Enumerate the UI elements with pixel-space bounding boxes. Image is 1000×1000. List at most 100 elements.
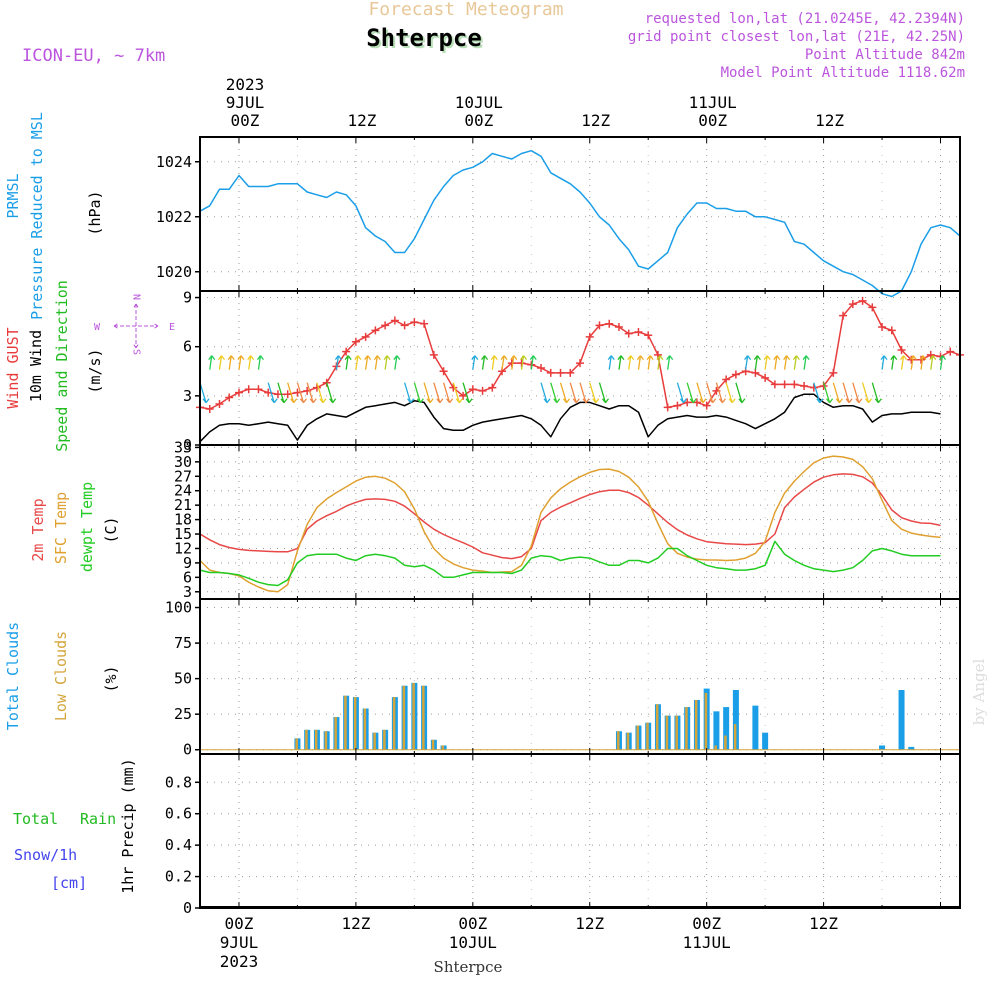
gust-marker [429, 350, 438, 359]
cloud-bar-low [402, 685, 406, 750]
gust-marker [878, 323, 887, 332]
y-tick-label: 75 [174, 634, 192, 652]
bottom-time-label: 11JUL [683, 933, 731, 952]
wind-direction-arrow [529, 355, 537, 370]
gust-marker [439, 367, 448, 376]
y-tick-label: 0.6 [165, 805, 192, 823]
gust-marker [829, 368, 838, 377]
cloud-bar-low [685, 707, 688, 750]
cloud-bar-low [665, 715, 669, 750]
wind-direction-arrow [627, 355, 635, 370]
wind-direction-arrow [792, 355, 800, 370]
top-time-label: 12Z [347, 111, 376, 130]
location-title: Shterpce [366, 24, 482, 52]
wind-direction-arrow [676, 382, 687, 404]
wind-direction-arrow [744, 355, 752, 370]
wind-direction-arrow [763, 355, 771, 370]
y-tick-label: 6 [183, 568, 192, 586]
gust-marker [868, 303, 877, 312]
wind-direction-arrow [423, 382, 434, 404]
panel-unit-label: (C) [102, 516, 120, 543]
gust-marker [420, 319, 429, 328]
location-title-shadow: Shterpce [368, 26, 484, 54]
wind-direction-arrow [861, 382, 873, 404]
y-tick-label: 50 [174, 670, 192, 688]
model-label: ICON-EU, ~ 7km [22, 46, 165, 66]
wind-direction-arrow [783, 355, 791, 370]
gust-marker [848, 300, 857, 309]
gust-marker [283, 390, 292, 399]
y-tick-label: 1022 [156, 208, 192, 226]
y-tick-label: 0 [183, 436, 192, 454]
cloud-bar-low [392, 697, 396, 750]
wind-direction-arrow [481, 355, 489, 370]
gust-marker [751, 368, 760, 377]
cloud-bar-low [441, 745, 445, 750]
gust-marker [537, 364, 546, 372]
compass-arrows-icon [113, 303, 159, 349]
gust-marker [907, 355, 916, 364]
wind-direction-arrow [686, 382, 697, 404]
grid-point: grid point closest lon,lat (21E, 42.25N) [628, 29, 965, 45]
cloud-bar-low [714, 745, 717, 750]
cloud-bar-low [636, 725, 639, 750]
wind-direction-arrow [617, 355, 625, 370]
series-line [199, 149, 961, 298]
top-time-label: 00Z [464, 111, 493, 130]
bottom-time-label: 00Z [225, 914, 254, 933]
cloud-bar-low [334, 717, 337, 750]
gust-marker [488, 383, 497, 392]
wind-direction-arrow [832, 382, 843, 404]
wind-direction-arrow [403, 382, 415, 404]
gust-marker [605, 319, 614, 328]
panel-ylabel: Wind GUST [4, 327, 22, 408]
cloud-bar-total [879, 745, 886, 750]
wind-direction-arrow [919, 355, 927, 370]
wind-direction-arrow [354, 355, 362, 370]
y-tick-label: 6 [183, 338, 192, 356]
wind-direction-arrow [802, 355, 810, 370]
wind-direction-arrow [334, 355, 342, 370]
wind-direction-arrow [452, 382, 463, 404]
footer-location: Shterpce [434, 958, 503, 976]
gust-marker [556, 368, 565, 377]
cloud-bar-low [422, 685, 425, 750]
y-tick-label: 9 [183, 289, 192, 307]
wind-direction-arrow [208, 355, 216, 370]
cloud-bar-low [704, 692, 708, 750]
wind-direction-arrow [462, 382, 473, 404]
wind-direction-arrow [813, 382, 824, 404]
cloud-bar-low [344, 695, 347, 750]
wind-direction-arrow [589, 382, 600, 404]
top-time-label: 2023 [226, 75, 265, 94]
y-tick-label: 30 [174, 453, 192, 471]
gust-marker [663, 403, 672, 412]
series-line [199, 540, 941, 587]
gust-marker [702, 401, 711, 410]
panel-unit-label: (m/s) [86, 348, 104, 393]
cloud-bar-low [646, 722, 649, 750]
panel-frame [199, 753, 961, 909]
wind-direction-arrow [413, 382, 424, 404]
compass-south-label: S [131, 349, 142, 355]
wind-direction-arrow [490, 355, 498, 370]
gust-marker [683, 398, 692, 407]
panel-ylabel: 10m Wind [27, 330, 45, 402]
gust-marker [576, 359, 584, 368]
wind-direction-arrow [656, 355, 664, 370]
gust-marker [731, 370, 740, 379]
wind-direction-arrow [880, 355, 888, 370]
gust-marker [381, 321, 390, 330]
gust-marker [897, 345, 906, 354]
compass-west-label: W [94, 322, 101, 333]
wind-direction-arrow [646, 355, 654, 370]
gust-marker [234, 388, 243, 397]
cloud-bar-total [732, 690, 739, 750]
wind-direction-arrow [383, 355, 391, 370]
cloud-bar-total [898, 690, 905, 750]
gust-marker [254, 385, 263, 394]
cloud-bar-low [324, 731, 328, 750]
gust-marker [215, 400, 224, 409]
wind-direction-arrow [715, 382, 726, 404]
top-time-label: 11JUL [689, 93, 737, 112]
